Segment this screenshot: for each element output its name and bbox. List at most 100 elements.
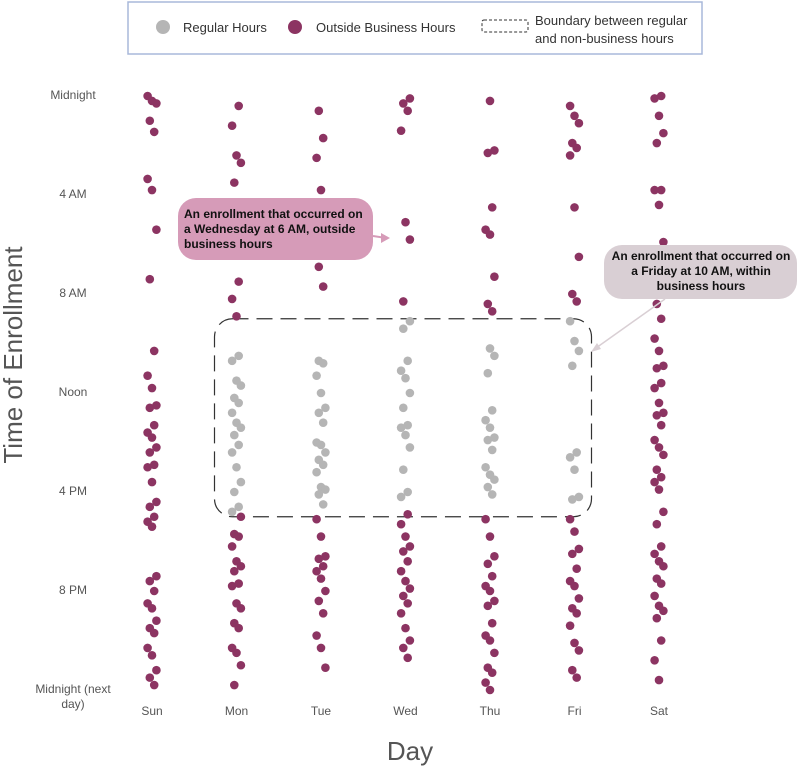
legend-label: Regular Hours xyxy=(183,20,267,35)
data-point xyxy=(234,398,243,408)
data-point xyxy=(314,490,324,499)
data-point xyxy=(403,557,413,566)
data-point xyxy=(321,403,330,413)
data-point xyxy=(149,127,159,137)
data-point xyxy=(145,673,155,682)
data-point xyxy=(650,477,659,487)
data-point xyxy=(149,512,159,522)
data-point xyxy=(152,497,161,507)
data-point xyxy=(312,631,321,640)
data-point xyxy=(574,118,584,128)
data-point xyxy=(568,289,577,299)
data-point xyxy=(652,410,662,420)
data-point xyxy=(234,579,243,588)
annotation-box xyxy=(604,245,797,299)
data-point xyxy=(318,359,328,368)
data-point xyxy=(565,151,575,160)
data-point xyxy=(152,571,161,581)
data-point xyxy=(403,356,413,366)
data-point xyxy=(149,420,159,430)
data-point xyxy=(234,277,243,286)
data-point xyxy=(481,415,490,425)
data-point xyxy=(145,116,155,126)
data-point xyxy=(654,398,664,408)
data-point xyxy=(565,621,575,630)
data-point xyxy=(227,507,237,517)
data-point xyxy=(659,507,668,517)
data-point xyxy=(490,433,499,442)
data-point xyxy=(403,599,413,608)
data-point xyxy=(399,643,408,653)
data-point xyxy=(490,475,499,484)
data-point xyxy=(399,465,408,475)
data-point xyxy=(652,363,662,373)
data-point xyxy=(481,462,490,472)
data-point xyxy=(230,566,239,576)
data-point xyxy=(650,591,659,601)
data-point xyxy=(659,361,668,371)
x-tick-label: Mon xyxy=(224,704,249,718)
data-point xyxy=(312,153,321,163)
data-point xyxy=(574,252,584,262)
data-point xyxy=(396,566,406,576)
data-point xyxy=(481,678,490,687)
data-point xyxy=(232,311,241,321)
data-point xyxy=(401,532,410,541)
data-point xyxy=(572,297,581,306)
data-point xyxy=(316,388,326,398)
data-point xyxy=(149,586,159,596)
data-point xyxy=(650,549,659,559)
legend-box xyxy=(127,1,703,55)
data-point xyxy=(396,126,406,135)
data-point xyxy=(490,552,499,561)
data-point xyxy=(656,91,666,101)
data-point xyxy=(316,185,326,195)
data-point xyxy=(659,450,668,460)
data-point xyxy=(232,151,241,160)
data-point xyxy=(145,274,155,284)
data-point xyxy=(572,564,581,574)
data-point xyxy=(232,648,241,658)
data-point xyxy=(147,651,157,660)
x-tick-label: Fri xyxy=(567,704,582,718)
data-point xyxy=(234,623,243,633)
data-point xyxy=(314,596,324,606)
x-axis-title: Day xyxy=(387,736,433,766)
data-point xyxy=(656,314,666,324)
data-point xyxy=(490,351,499,361)
data-point xyxy=(650,435,659,445)
data-point xyxy=(574,492,584,502)
data-point xyxy=(565,453,575,462)
data-point xyxy=(483,601,493,611)
data-point xyxy=(396,423,406,432)
data-point xyxy=(149,460,159,470)
data-point xyxy=(149,628,159,638)
data-point xyxy=(659,128,668,138)
data-point xyxy=(570,527,579,536)
data-point xyxy=(145,502,155,512)
data-point xyxy=(572,673,581,682)
data-point xyxy=(483,148,493,158)
data-point xyxy=(234,502,243,512)
data-point xyxy=(143,371,152,380)
data-point xyxy=(656,420,666,430)
data-point xyxy=(656,472,666,482)
data-point xyxy=(396,608,406,618)
data-point xyxy=(396,366,406,376)
data-point xyxy=(650,383,659,393)
data-point xyxy=(487,618,497,628)
data-point xyxy=(399,591,408,601)
data-point xyxy=(483,368,493,378)
data-point xyxy=(152,99,161,108)
data-point xyxy=(405,316,415,326)
data-point xyxy=(405,584,415,593)
data-point xyxy=(236,512,246,522)
data-point xyxy=(147,185,157,195)
y-tick-label: Midnight (next day) xyxy=(35,682,111,711)
data-point xyxy=(152,225,161,234)
data-point xyxy=(230,178,239,187)
data-point xyxy=(314,554,324,564)
data-point xyxy=(405,636,415,645)
data-point xyxy=(234,440,243,450)
